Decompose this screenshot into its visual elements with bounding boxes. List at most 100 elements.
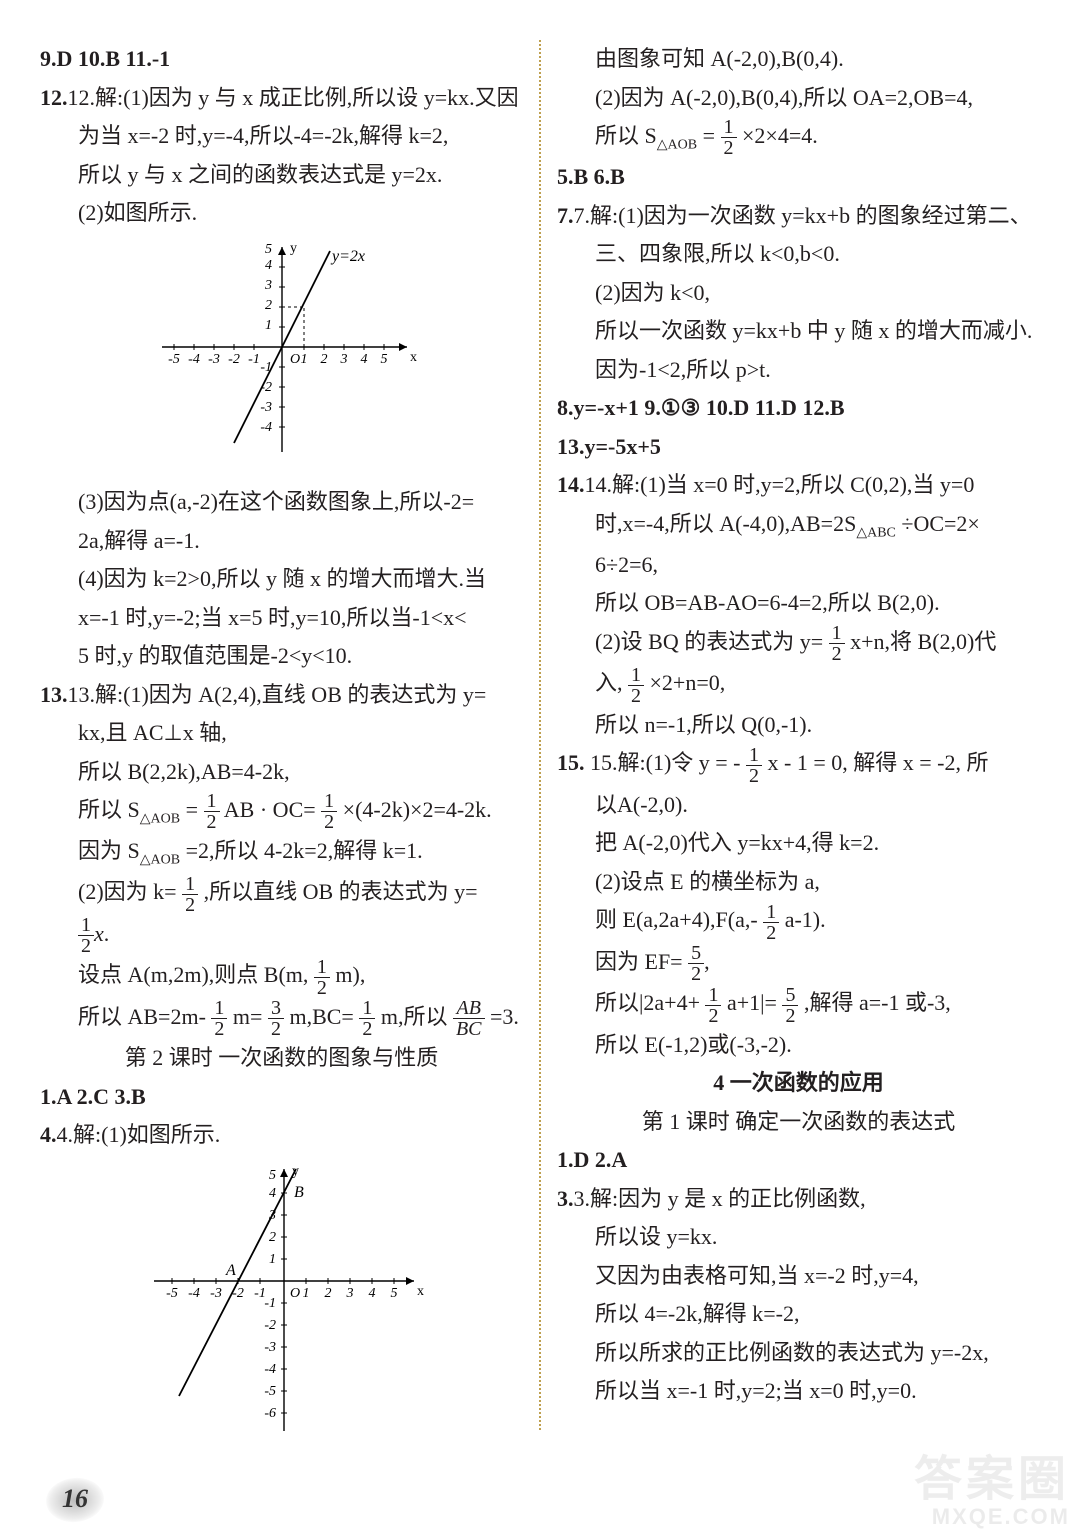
answer-line: 9.D 10.B 11.-1 [40, 40, 523, 79]
t: ×2×4=4. [742, 123, 818, 148]
solution-text: 15. 15.解:(1)令 y = - 12 x - 1 = 0, 解得 x =… [557, 744, 1040, 785]
solution-text: 所以 B(2,2k),AB=4-2k, [40, 753, 523, 792]
answer-line: 13.y=-5x+5 [557, 428, 1040, 467]
svg-text:1: 1 [302, 1286, 309, 1301]
t: 设点 A(m,2m),则点 B(m, [78, 962, 308, 987]
solution-text: 所以 4=-2k,解得 k=-2, [557, 1295, 1040, 1334]
t: 所以 AB=2m- [78, 1004, 206, 1029]
t: a-1). [785, 907, 826, 932]
t: 3.解:因为 y 是 x 的正比例函数, [574, 1186, 866, 1211]
solution-text: (2)因为 k<0, [557, 274, 1040, 313]
svg-text:3: 3 [264, 278, 272, 293]
svg-text:1: 1 [269, 1252, 276, 1267]
solution-text: 12.12.解:(1)因为 y 与 x 成正比例,所以设 y=kx.又因 [40, 79, 523, 118]
solution-text: 7.7.解:(1)因为一次函数 y=kx+b 的图象经过第二、 [557, 197, 1040, 236]
t: ×2+n=0, [650, 670, 726, 695]
solution-text: (3)因为点(a,-2)在这个函数图象上,所以-2= [40, 483, 523, 522]
solution-text: 所以 OB=AB-AO=6-4=2,所以 B(2,0). [557, 584, 1040, 623]
t: 入, [595, 670, 623, 695]
solution-text: (2)因为 A(-2,0),B(0,4),所以 OA=2,OB=4, [557, 79, 1040, 118]
solution-text: 由图象可知 A(-2,0),B(0,4). [557, 40, 1040, 79]
watermark-main: 答案圈 [914, 1453, 1070, 1506]
solution-text: 为当 x=-2 时,y=-4,所以-4=-2k,解得 k=2, [40, 117, 523, 156]
solution-text: (2)设 BQ 的表达式为 y= 12 x+n,将 B(2,0)代 [557, 623, 1040, 664]
solution-text: 以A(-2,0). [557, 786, 1040, 825]
solution-text: 所以 n=-1,所以 Q(0,-1). [557, 706, 1040, 745]
t: 12.解:(1)因为 y 与 x 成正比例,所以设 y=kx.又因 [68, 85, 519, 110]
solution-text: 又因为由表格可知,当 x=-2 时,y=4, [557, 1257, 1040, 1296]
t: 所以|2a+4+ [595, 990, 700, 1015]
solution-text: 所以|2a+4+ 12 a+1|= 52 ,解得 a=-1 或-3, [557, 984, 1040, 1025]
column-divider [539, 40, 541, 1430]
solution-text: 所以 S△AOB = 12 AB · OC= 12 ×(4-2k)×2=4-2k… [40, 791, 523, 832]
svg-text:-4: -4 [188, 352, 200, 367]
svg-text:y: y [290, 241, 297, 256]
solution-text: 则 E(a,2a+4),F(a,- 12 a-1). [557, 901, 1040, 942]
t: m= [233, 1004, 263, 1029]
svg-text:2: 2 [324, 1286, 331, 1301]
svg-text:-3: -3 [260, 400, 272, 415]
t: 所以 S [78, 797, 140, 822]
solution-text: 把 A(-2,0)代入 y=kx+4,得 k=2. [557, 824, 1040, 863]
svg-text:5: 5 [390, 1286, 397, 1301]
svg-text:O: O [290, 352, 300, 367]
svg-text:5: 5 [269, 1168, 276, 1183]
t: 则 E(a,2a+4),F(a,- [595, 907, 758, 932]
svg-text:3: 3 [339, 352, 347, 367]
solution-text: 所以一次函数 y=kx+b 中 y 随 x 的增大而减小. [557, 312, 1040, 351]
svg-text:x: x [410, 350, 417, 365]
solution-text: 所以 y 与 x 之间的函数表达式是 y=2x. [40, 156, 523, 195]
svg-text:O: O [290, 1286, 300, 1301]
graph-y-equals-2x-plus-4: x y -5 -4 -3 -2 -1 O 1 2 3 4 5 1 [40, 1159, 523, 1462]
solution-text: 三、四象限,所以 k<0,b<0. [557, 235, 1040, 274]
t: 所以 S [595, 123, 657, 148]
graph-y-equals-2x: x y -5 -4 -3 -2 -1 O 1 2 3 4 5 [40, 237, 523, 480]
solution-text: (2)因为 k= 12 ,所以直线 OB 的表达式为 y= [40, 873, 523, 914]
t: x+n,将 B(2,0)代 [850, 629, 996, 654]
t: ,所以直线 OB 的表达式为 y= [204, 879, 478, 904]
svg-text:3: 3 [345, 1286, 353, 1301]
svg-text:2: 2 [265, 298, 272, 313]
solution-text: 因为 EF= 52, [557, 943, 1040, 984]
solution-text: 14.14.解:(1)当 x=0 时,y=2,所以 C(0,2),当 y=0 [557, 466, 1040, 505]
svg-text:-4: -4 [188, 1286, 200, 1301]
solution-text: 4.4.解:(1)如图所示. [40, 1116, 523, 1155]
t: 7.解:(1)因为一次函数 y=kx+b 的图象经过第二、 [574, 203, 1032, 228]
solution-text: 5 时,y 的取值范围是-2<y<10. [40, 637, 523, 676]
solution-text: x=-1 时,y=-2;当 x=5 时,y=10,所以当-1<x< [40, 599, 523, 638]
svg-text:-1: -1 [248, 352, 260, 367]
answer-line: 1.A 2.C 3.B [40, 1078, 523, 1117]
svg-text:4: 4 [265, 258, 272, 273]
t: 14.解:(1)当 x=0 时,y=2,所以 C(0,2),当 y=0 [585, 472, 975, 497]
t: =2,所以 4-2k=2,解得 k=1. [186, 838, 423, 863]
section-subheading: 第 1 课时 确定一次函数的表达式 [557, 1103, 1040, 1142]
t: 因为 S [78, 838, 140, 863]
svg-text:-3: -3 [208, 352, 220, 367]
solution-text: 13.13.解:(1)因为 A(2,4),直线 OB 的表达式为 y= [40, 676, 523, 715]
svg-text:2: 2 [269, 1230, 276, 1245]
solution-text: 所以 AB=2m- 12 m= 32 m,BC= 12 m,所以 ABBC =3… [40, 998, 523, 1039]
solution-text: (2)设点 E 的横坐标为 a, [557, 863, 1040, 902]
svg-text:5: 5 [380, 352, 387, 367]
svg-text:-6: -6 [264, 1406, 276, 1421]
solution-text: 12x. [40, 915, 523, 956]
watermark: 答案圈 MXQE.COM [914, 1456, 1070, 1528]
line-label: y=2x [330, 248, 365, 265]
answer-line: 8.y=-x+1 9.①③ 10.D 11.D 12.B [557, 389, 1040, 428]
point-a-label: A [225, 1262, 236, 1279]
left-column: 9.D 10.B 11.-1 12.12.解:(1)因为 y 与 x 成正比例,… [28, 40, 535, 1430]
svg-text:1: 1 [300, 352, 307, 367]
t: ÷OC=2× [901, 511, 979, 536]
solution-text: 所以 E(-1,2)或(-3,-2). [557, 1026, 1040, 1065]
t: (2)因为 k= [78, 879, 177, 904]
solution-text: 因为-1<2,所以 p>t. [557, 351, 1040, 390]
section-heading: 第 2 课时 一次函数的图象与性质 [40, 1039, 523, 1078]
point-b-label: B [294, 1184, 304, 1201]
watermark-sub: MXQE.COM [914, 1506, 1070, 1528]
svg-text:-5: -5 [264, 1384, 276, 1399]
svg-text:-3: -3 [264, 1340, 276, 1355]
t: =3. [490, 1004, 519, 1029]
svg-text:4: 4 [368, 1286, 375, 1301]
t: m,BC= [289, 1004, 353, 1029]
svg-text:4: 4 [269, 1186, 276, 1201]
